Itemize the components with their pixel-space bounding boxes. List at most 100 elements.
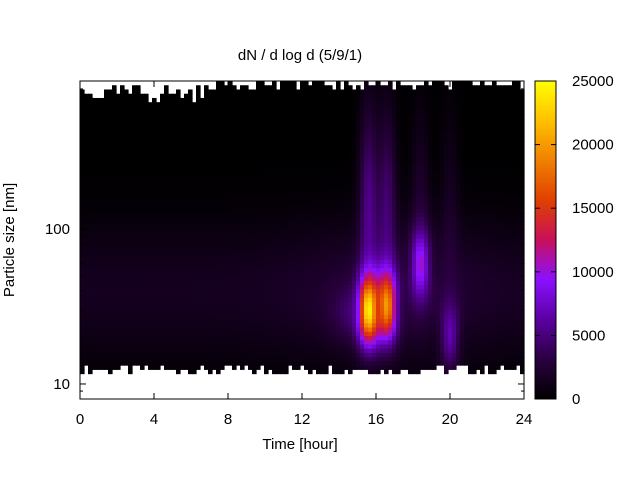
heatmap-cell bbox=[348, 140, 353, 146]
heatmap-cell bbox=[236, 174, 241, 180]
heatmap-cell bbox=[88, 225, 93, 230]
heatmap-cell bbox=[208, 259, 213, 264]
heatmap-cell bbox=[88, 254, 93, 260]
heatmap-cell bbox=[336, 153, 341, 158]
heatmap-cell bbox=[108, 216, 113, 222]
heatmap-cell bbox=[96, 335, 101, 341]
heatmap-cell bbox=[364, 326, 369, 332]
heatmap-cell bbox=[292, 263, 297, 269]
heatmap-cell bbox=[252, 271, 257, 277]
heatmap-cell bbox=[168, 360, 173, 366]
heatmap-cell bbox=[176, 309, 181, 315]
heatmap-cell bbox=[164, 212, 169, 218]
heatmap-cell bbox=[368, 89, 373, 95]
heatmap-cell bbox=[220, 212, 225, 218]
heatmap-cell bbox=[312, 136, 317, 141]
heatmap-cell bbox=[84, 127, 89, 133]
heatmap-cell bbox=[192, 212, 197, 218]
heatmap-cell bbox=[300, 174, 305, 180]
heatmap-cell bbox=[116, 208, 121, 214]
heatmap-cell bbox=[88, 136, 93, 141]
heatmap-cell bbox=[268, 356, 273, 362]
heatmap-cell bbox=[232, 97, 237, 103]
heatmap-cell bbox=[104, 212, 109, 218]
heatmap-cell bbox=[112, 250, 117, 256]
heatmap-cell bbox=[124, 216, 129, 222]
heatmap-cell bbox=[164, 93, 169, 99]
heatmap-cell bbox=[188, 97, 193, 103]
heatmap-cell bbox=[232, 187, 237, 192]
heatmap-cell bbox=[84, 165, 89, 171]
heatmap-cell bbox=[136, 314, 141, 320]
heatmap-cell bbox=[256, 93, 261, 99]
heatmap-cell bbox=[220, 237, 225, 243]
heatmap-cell bbox=[352, 110, 357, 116]
heatmap-cell bbox=[332, 199, 337, 205]
heatmap-cell bbox=[232, 365, 237, 370]
heatmap-cell bbox=[168, 136, 173, 141]
heatmap-cell bbox=[352, 280, 357, 286]
heatmap-cell bbox=[312, 242, 317, 247]
heatmap-cell bbox=[92, 284, 97, 290]
heatmap-cell bbox=[236, 140, 241, 146]
heatmap-cell bbox=[320, 267, 325, 273]
heatmap-cell bbox=[208, 309, 213, 315]
heatmap-cell bbox=[188, 365, 193, 370]
heatmap-cell bbox=[92, 140, 97, 146]
heatmap-cell bbox=[320, 369, 325, 375]
heatmap-cell bbox=[244, 263, 249, 269]
heatmap-cell bbox=[116, 148, 121, 154]
heatmap-cell bbox=[336, 123, 341, 129]
heatmap-cell bbox=[184, 106, 189, 112]
heatmap-cell bbox=[116, 297, 121, 303]
heatmap-cell bbox=[240, 267, 245, 273]
heatmap-cell bbox=[156, 110, 161, 116]
heatmap-cell bbox=[280, 254, 285, 260]
heatmap-cell bbox=[356, 250, 361, 256]
heatmap-cell bbox=[312, 220, 317, 226]
heatmap-cell bbox=[132, 97, 137, 103]
heatmap-cell bbox=[96, 246, 101, 252]
heatmap-cell bbox=[264, 187, 269, 192]
heatmap-cell bbox=[164, 343, 169, 349]
heatmap-cell bbox=[320, 297, 325, 303]
heatmap-cell bbox=[196, 119, 201, 124]
heatmap-cell bbox=[88, 284, 93, 290]
heatmap-cell bbox=[152, 174, 157, 180]
heatmap-cell bbox=[216, 339, 221, 345]
heatmap-cell bbox=[208, 110, 213, 116]
heatmap-cell bbox=[356, 229, 361, 235]
heatmap-cell bbox=[248, 250, 253, 256]
heatmap-cell bbox=[116, 352, 121, 358]
heatmap-cell bbox=[104, 216, 109, 222]
heatmap-cell bbox=[360, 331, 365, 336]
heatmap-cell bbox=[284, 148, 289, 154]
heatmap-cell bbox=[308, 170, 313, 175]
heatmap-cell bbox=[300, 93, 305, 99]
heatmap-cell bbox=[260, 187, 265, 192]
heatmap-cell bbox=[140, 326, 145, 332]
heatmap-cell bbox=[208, 203, 213, 209]
heatmap-cell bbox=[212, 343, 217, 349]
heatmap-cell bbox=[124, 309, 129, 315]
heatmap-cell bbox=[84, 322, 89, 328]
heatmap-cell bbox=[104, 203, 109, 209]
heatmap-cell bbox=[280, 161, 285, 167]
heatmap-cell bbox=[156, 123, 161, 129]
heatmap-cell bbox=[340, 123, 345, 129]
heatmap-cell bbox=[264, 360, 269, 366]
heatmap-cell bbox=[80, 305, 85, 311]
heatmap-cell bbox=[208, 365, 213, 370]
heatmap-cell bbox=[340, 276, 345, 281]
heatmap-cell bbox=[96, 322, 101, 328]
heatmap-cell bbox=[180, 110, 185, 116]
heatmap-cell bbox=[304, 191, 309, 197]
heatmap-cell bbox=[352, 250, 357, 256]
heatmap-cell bbox=[128, 203, 133, 209]
heatmap-cell bbox=[364, 242, 369, 247]
heatmap-cell bbox=[84, 263, 89, 269]
heatmap-cell bbox=[268, 326, 273, 332]
heatmap-cell bbox=[212, 318, 217, 324]
heatmap-cell bbox=[308, 216, 313, 222]
heatmap-cell bbox=[116, 131, 121, 137]
